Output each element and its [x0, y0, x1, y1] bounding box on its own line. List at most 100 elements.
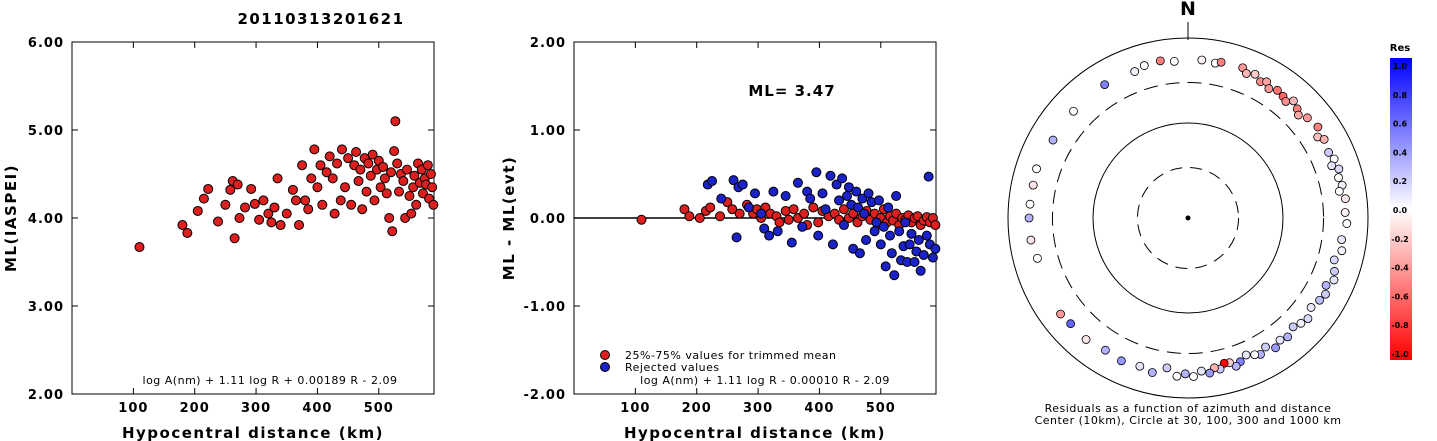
x-tick-label: 300 — [241, 401, 271, 416]
data-point-series-0 — [715, 211, 726, 222]
polar-point — [1281, 97, 1291, 106]
data-point-series-0 — [411, 199, 422, 210]
data-point-series-0 — [246, 183, 257, 194]
data-point-series-1 — [884, 230, 895, 241]
data-point-series-0 — [425, 169, 436, 179]
polar-point — [1116, 356, 1126, 366]
data-point-series-1 — [792, 177, 803, 188]
data-point-series-0 — [427, 182, 438, 193]
data-point-series-0 — [378, 161, 389, 172]
data-point-series-0 — [249, 198, 260, 209]
data-point-series-1 — [923, 171, 934, 182]
legend-label-rejected: Rejected values — [625, 361, 720, 374]
x-tick-label: 100 — [620, 401, 650, 416]
data-point-series-0 — [290, 195, 301, 206]
legend-label-trimmed: 25%-75% values for trimmed mean — [625, 349, 837, 362]
data-point-series-0 — [838, 204, 849, 215]
data-point-series-0 — [930, 220, 941, 231]
data-point-series-0 — [381, 188, 392, 199]
data-point-series-0 — [229, 233, 240, 244]
polar-point — [1026, 235, 1036, 245]
data-point-series-0 — [684, 211, 695, 222]
data-point-series-0 — [694, 213, 705, 223]
data-point-series-0 — [324, 151, 335, 162]
data-point-series-1 — [780, 191, 791, 201]
data-point-series-1 — [756, 208, 767, 219]
data-point-series-1 — [886, 248, 897, 259]
ring-30km — [1136, 166, 1240, 270]
data-point-series-0 — [367, 149, 378, 160]
data-point-series-1 — [764, 230, 775, 241]
data-point-series-1 — [834, 195, 845, 206]
data-point-series-0 — [203, 183, 214, 194]
polar-point — [1205, 368, 1215, 378]
colorbar-tick-label: 0.4 — [1393, 148, 1408, 157]
polar-point — [1147, 368, 1157, 377]
data-point-series-1 — [805, 193, 816, 204]
data-point-series-0 — [734, 208, 745, 219]
data-point-series-0 — [351, 147, 362, 157]
data-point-series-1 — [863, 188, 874, 199]
y-tick-label: 1.00 — [530, 124, 566, 139]
data-point-series-0 — [783, 214, 794, 225]
residual-vs-distance-panel: 100 200 300 400 500 -2.00 -1.00 0.00 1.00 2.00 ML… — [500, 36, 941, 441]
distance-rings — [1007, 37, 1369, 399]
polar-points — [1024, 55, 1352, 381]
data-point-series-0 — [387, 226, 398, 237]
colorbar-tick-label: 0.8 — [1393, 91, 1408, 100]
data-point-series-1 — [915, 265, 926, 276]
y-tick-label: 0.00 — [530, 212, 566, 227]
x-tick-label: 400 — [302, 401, 332, 416]
data-point-series-0 — [398, 176, 409, 187]
ring-100km — [1092, 122, 1284, 314]
polar-point — [1025, 199, 1035, 209]
data-point-series-0 — [329, 208, 340, 219]
polar-point — [1293, 110, 1303, 120]
data-point-series-0 — [315, 160, 326, 171]
colorbar-tick-label: -0.8 — [1391, 321, 1409, 330]
x-tick-label: 200 — [180, 401, 210, 416]
plot1-ticks: 100 200 300 400 500 2.00 3.00 4.00 5.00 6.00 — [28, 36, 434, 416]
data-point-series-0 — [192, 205, 203, 216]
polar-point — [1100, 80, 1110, 90]
polar-point — [1197, 55, 1207, 65]
data-point-series-0 — [269, 202, 280, 213]
x-tick-label: 200 — [682, 401, 712, 416]
x-tick-label: 300 — [743, 401, 773, 416]
x-tick-label: 100 — [118, 401, 148, 416]
north-label: N — [1180, 0, 1196, 20]
data-point-series-0 — [799, 208, 810, 219]
data-point-series-1 — [820, 204, 831, 215]
y-tick-label: 3.00 — [28, 300, 64, 315]
data-point-series-0 — [389, 146, 400, 157]
data-point-series-0 — [198, 193, 209, 204]
center-dot — [1185, 215, 1191, 221]
polar-point — [1283, 332, 1293, 342]
data-point-series-1 — [759, 223, 770, 234]
data-point-series-0 — [306, 173, 317, 184]
polar-point — [1334, 164, 1344, 174]
polar-point — [1272, 85, 1282, 95]
data-point-series-0 — [369, 195, 380, 206]
data-point-series-1 — [859, 208, 870, 219]
data-point-series-0 — [294, 220, 305, 231]
polar-point — [1289, 96, 1298, 106]
ring-300km — [1051, 81, 1325, 355]
polar-point — [1327, 161, 1337, 171]
data-point-series-0 — [379, 173, 390, 184]
data-point-series-0 — [258, 195, 269, 206]
polar-point — [1288, 322, 1298, 332]
plot2-y-axis-label: ML - ML(evt) — [500, 156, 518, 280]
y-tick-label: 2.00 — [28, 388, 64, 403]
polar-point — [1329, 275, 1339, 285]
x-tick-label: 500 — [866, 401, 896, 416]
data-point-series-0 — [808, 202, 819, 213]
data-point-series-0 — [428, 199, 439, 210]
data-point-series-0 — [394, 186, 405, 197]
data-point-series-1 — [909, 257, 920, 267]
data-point-series-1 — [737, 179, 748, 190]
data-point-series-1 — [880, 261, 891, 272]
data-point-series-0 — [788, 204, 799, 215]
data-point-series-0 — [774, 217, 785, 228]
